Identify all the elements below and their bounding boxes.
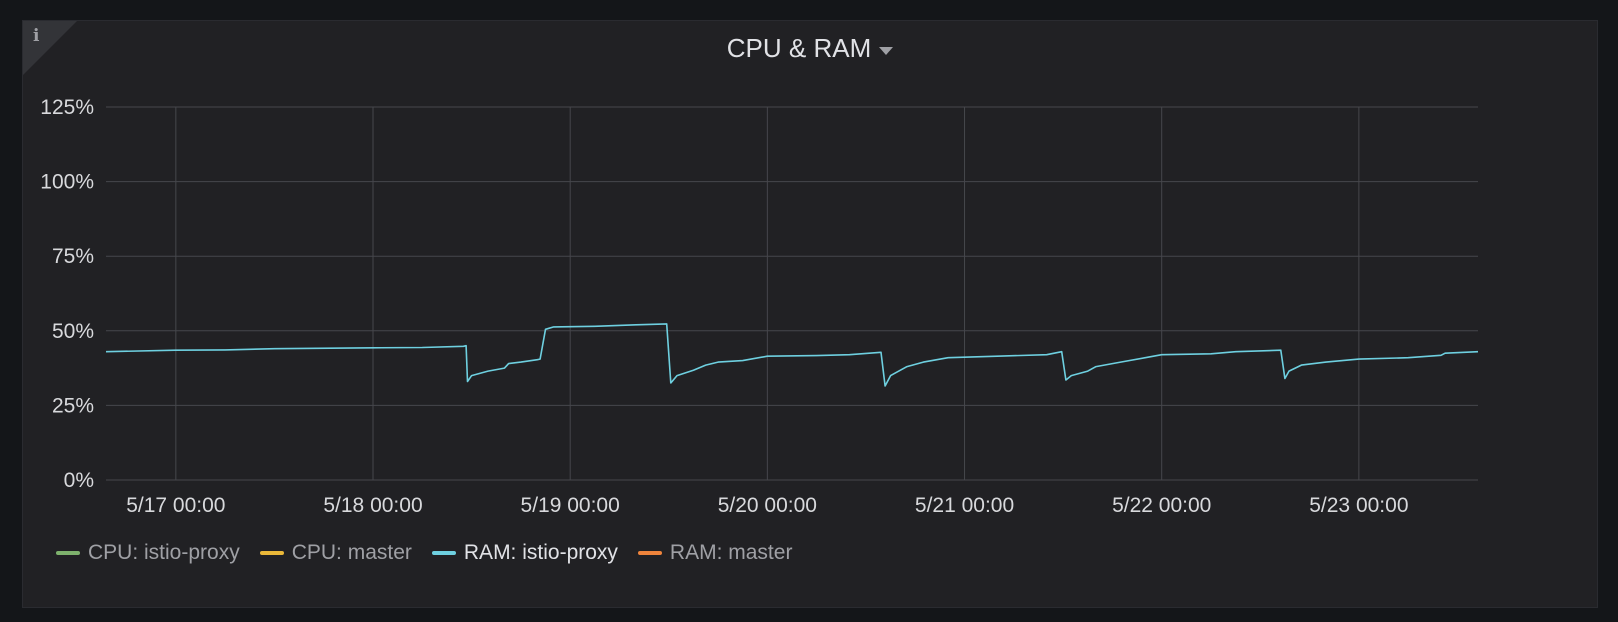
legend-swatch — [431, 551, 456, 555]
y-tick-label: 25% — [52, 394, 94, 417]
y-tick-label: 50% — [52, 320, 94, 343]
x-tick-label: 5/22 00:00 — [1112, 494, 1211, 517]
panel-info-corner[interactable] — [23, 21, 77, 75]
legend-item[interactable]: CPU: master — [259, 541, 412, 565]
series-line-ram-istio-proxy — [105, 323, 1479, 387]
x-tick-label: 5/17 00:00 — [126, 494, 225, 517]
y-tick-label: 0% — [64, 469, 94, 492]
panel-header: CPU & RAM — [23, 33, 1597, 64]
chart-legend: CPU: istio-proxy CPU: master RAM: istio-pr… — [56, 541, 792, 565]
caret-down-icon[interactable] — [879, 46, 894, 55]
legend-label: CPU: istio-proxy — [88, 541, 240, 564]
chart-panel: i CPU & RAM 0% 25% 50% 75% 100% 125% 5/17 00:0… — [22, 20, 1598, 608]
legend-item[interactable]: CPU: istio-proxy — [56, 541, 240, 565]
legend-label: CPU: master — [291, 541, 412, 564]
line-chart: 0% 25% 50% 75% 100% 125% 5/17 00:00 5/18 00:00 5… — [40, 96, 1479, 517]
legend-swatch — [56, 551, 80, 555]
panel-title: CPU & RAM — [726, 33, 872, 63]
x-tick-label: 5/23 00:00 — [1309, 494, 1408, 517]
x-tick-label: 5/18 00:00 — [323, 494, 422, 517]
legend-swatch — [259, 551, 284, 555]
info-icon[interactable]: i — [33, 26, 40, 46]
y-tick-label: 100% — [40, 171, 94, 194]
y-tick-label: 75% — [52, 245, 94, 268]
legend-swatch — [637, 551, 662, 555]
x-tick-label: 5/19 00:00 — [521, 494, 620, 517]
legend-label: RAM: istio-proxy — [463, 541, 618, 564]
y-tick-label: 125% — [40, 96, 94, 119]
x-tick-label: 5/20 00:00 — [718, 494, 817, 517]
panel-title-menu[interactable]: CPU & RAM — [726, 33, 894, 64]
x-tick-label: 5/21 00:00 — [915, 494, 1014, 517]
legend-item[interactable]: RAM: master — [637, 541, 793, 565]
legend-label: RAM: master — [669, 541, 793, 564]
legend-item[interactable]: RAM: istio-proxy — [431, 541, 618, 565]
